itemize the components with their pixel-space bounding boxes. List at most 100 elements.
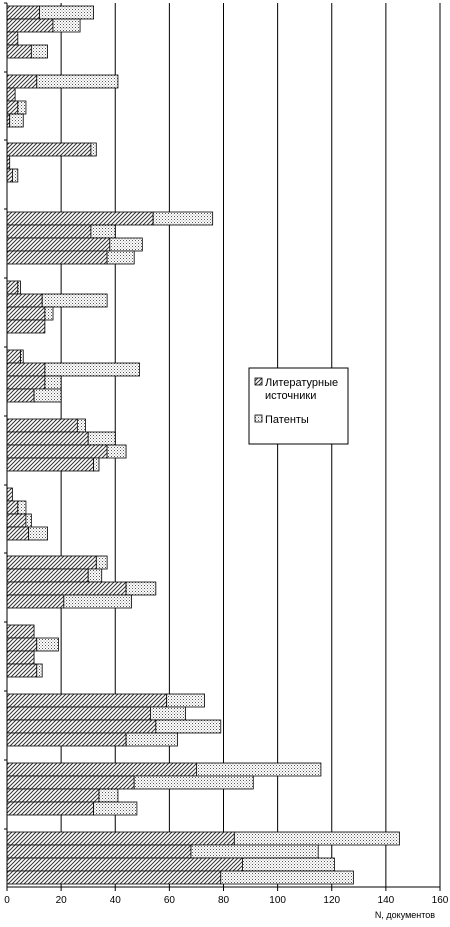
bar-literature-40 <box>6 706 151 721</box>
tick-label-100: 100 <box>269 895 286 906</box>
legend-label-literature-line1: Литературные <box>265 377 338 389</box>
tick-label-80: 80 <box>218 895 230 906</box>
bar-patents-33 <box>125 581 157 596</box>
bar-literature-19 <box>6 349 21 364</box>
tick-label-60: 60 <box>164 895 176 906</box>
bar-patents-34 <box>63 594 132 609</box>
bar-literature-45 <box>6 788 100 803</box>
bar-literature-21 <box>6 375 46 390</box>
bar-patents-44 <box>133 775 254 790</box>
bar-patents-43 <box>196 762 322 777</box>
bar-literature-10 <box>6 168 13 183</box>
bar-patents-24 <box>87 431 116 446</box>
x-axis: 0 20 40 60 80 100 120 140 160 N, документов <box>4 2 449 920</box>
bar-patents-38 <box>36 663 43 678</box>
bar-literature-22 <box>6 388 35 403</box>
bar-literature-2 <box>6 31 19 46</box>
bar-literature-31 <box>6 555 97 570</box>
bar-patents-14 <box>106 250 135 265</box>
bar-literature-39 <box>6 693 168 708</box>
bar-literature-18 <box>6 319 46 334</box>
legend-box <box>248 367 349 445</box>
bar-patents-39 <box>166 693 205 708</box>
tick-label-0: 0 <box>4 895 10 906</box>
bar-patents-17 <box>44 306 54 321</box>
bar-patents-16 <box>41 293 108 308</box>
bar-literature-35 <box>6 624 35 639</box>
bar-patents-20 <box>44 362 141 377</box>
tick-label-40: 40 <box>110 895 122 906</box>
bar-literature-34 <box>6 594 65 609</box>
bar-literature-11 <box>6 211 154 226</box>
bar-patents-23 <box>76 418 86 433</box>
legend-label-literature-line2: источники <box>265 390 316 402</box>
bar-patents-46 <box>93 801 138 816</box>
legend-swatch-patents <box>254 414 263 423</box>
bar-literature-30 <box>6 526 30 541</box>
bar-literature-3 <box>6 44 32 59</box>
bar-literature-50 <box>6 870 222 885</box>
bar-patents-11 <box>152 211 214 226</box>
bar-literature-49 <box>6 857 243 872</box>
bar-patents-10 <box>12 168 19 183</box>
bar-patents-28 <box>17 500 27 515</box>
bar-literature-43 <box>6 762 197 777</box>
bar-patents-47 <box>233 831 400 846</box>
bar-patents-36 <box>36 637 59 652</box>
bar-literature-4 <box>6 74 38 89</box>
bar-literature-38 <box>6 663 38 678</box>
bar-patents-40 <box>150 706 187 721</box>
bar-patents-45 <box>98 788 119 803</box>
bar-literature-5 <box>6 87 16 102</box>
bar-literature-36 <box>6 637 38 652</box>
bar-literature-25 <box>6 444 108 459</box>
bar-literature-47 <box>6 831 235 846</box>
bar-patents-15 <box>17 280 21 295</box>
bar-patents-12 <box>90 224 116 239</box>
bar-patents-22 <box>33 388 62 403</box>
bar-literature-8 <box>6 142 92 157</box>
bar-literature-16 <box>6 293 43 308</box>
bar-literature-37 <box>6 650 35 665</box>
bar-literature-33 <box>6 581 127 596</box>
bar-literature-48 <box>6 844 192 859</box>
bar-patents-42 <box>125 732 178 747</box>
tick-label-160: 160 <box>432 895 449 906</box>
bar-patents-7 <box>9 113 24 128</box>
legend: Литературные источники Патенты <box>248 367 349 445</box>
legend-swatch-literature <box>254 377 263 386</box>
bar-literature-15 <box>6 280 19 295</box>
bar-literature-12 <box>6 224 92 239</box>
bar-literature-20 <box>6 362 46 377</box>
bar-literature-42 <box>6 732 127 747</box>
bar-patents-26 <box>93 457 100 472</box>
bar-literature-17 <box>6 306 46 321</box>
bar-patents-6 <box>17 100 27 115</box>
bar-patents-31 <box>95 555 108 570</box>
x-axis-title: N, документов <box>375 910 435 920</box>
bar-patents-30 <box>28 526 48 541</box>
bar-patents-32 <box>87 568 103 583</box>
tick-label-20: 20 <box>56 895 68 906</box>
tick-label-140: 140 <box>378 895 395 906</box>
bar-patents-50 <box>220 870 354 885</box>
bar-patents-48 <box>190 844 319 859</box>
bar-literature-27 <box>6 487 13 502</box>
gridlines <box>60 3 441 887</box>
tick-label-120: 120 <box>323 895 340 906</box>
bar-patents-13 <box>109 237 143 252</box>
bar-patents-19 <box>20 349 24 364</box>
bar-patents-8 <box>90 142 97 157</box>
bar-literature-6 <box>6 100 19 115</box>
bar-patents-25 <box>106 444 127 459</box>
legend-label-patents: Патенты <box>265 414 309 426</box>
bar-literature-23 <box>6 418 78 433</box>
bar-patents-49 <box>242 857 335 872</box>
bar-patents-41 <box>155 719 222 734</box>
bar-literature-1 <box>6 18 54 33</box>
bar-literature-29 <box>6 513 27 528</box>
bar-patents-29 <box>25 513 32 528</box>
bar-literature-24 <box>6 431 89 446</box>
bar-patents-1 <box>52 18 81 33</box>
